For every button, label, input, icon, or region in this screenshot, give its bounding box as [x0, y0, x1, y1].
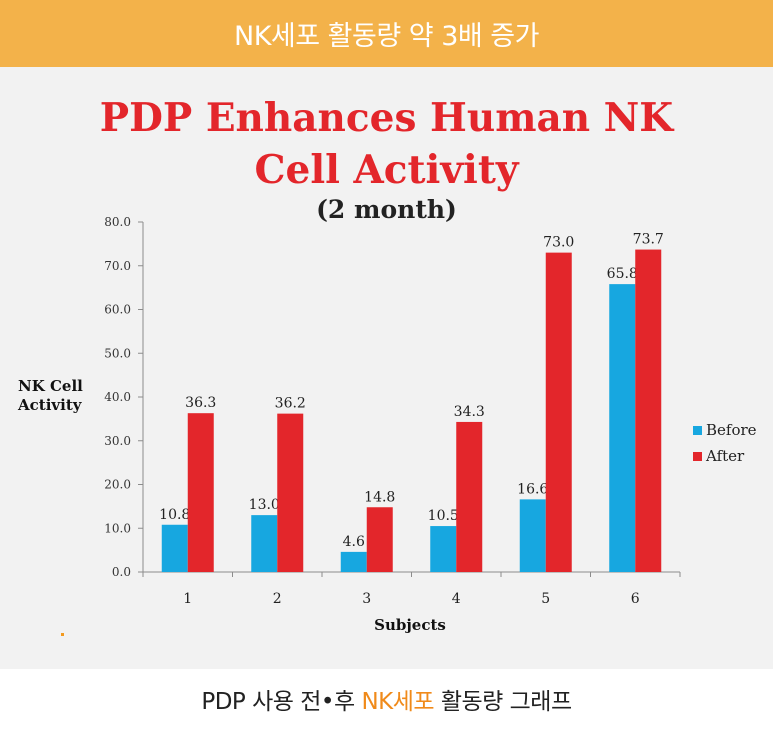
y-tick-label: 10.0 — [104, 521, 131, 535]
x-tick-label: 2 — [273, 591, 282, 607]
x-tick-label: 1 — [183, 591, 192, 607]
y-tick-label: 0.0 — [112, 565, 131, 579]
x-tick-label: 4 — [452, 591, 461, 607]
chart-title: PDP Enhances Human NK Cell Activity — [99, 95, 674, 193]
x-axis-label: Subjects — [374, 616, 446, 634]
caption-text-before: PDP 사용 전•후 — [201, 689, 362, 715]
y-tick-label: 80.0 — [104, 215, 131, 229]
chart-legend: Before After — [693, 417, 757, 469]
legend-label-after: After — [706, 447, 745, 465]
data-label-before: 4.6 — [343, 534, 365, 550]
data-label-before: 10.8 — [159, 507, 190, 523]
x-tick-label: 3 — [362, 591, 371, 607]
y-tick-label: 60.0 — [104, 303, 131, 317]
bar-before — [251, 515, 278, 572]
y-axis-label: NK Cell Activity — [18, 377, 83, 414]
caption-accent-text: NK세포 — [361, 689, 435, 715]
y-tick-label: 40.0 — [104, 390, 131, 404]
bar-after — [277, 413, 304, 572]
data-label-after: 14.8 — [364, 489, 395, 505]
bar-after — [366, 507, 393, 572]
y-tick-label: 50.0 — [104, 346, 131, 360]
legend-swatch-after — [693, 451, 702, 461]
data-label-after: 36.2 — [275, 396, 306, 412]
data-label-after: 73.0 — [543, 235, 574, 251]
bar-after — [635, 249, 662, 572]
header-banner: NK세포 활동량 약 3배 증가 — [0, 0, 773, 67]
decorative-dot — [61, 633, 64, 636]
banner-title: NK세포 활동량 약 3배 증가 — [234, 21, 539, 52]
data-label-after: 36.3 — [185, 395, 216, 411]
data-label-before: 65.8 — [607, 266, 638, 282]
y-tick-label: 20.0 — [104, 478, 131, 492]
caption-text-after: 활동량 그래프 — [434, 689, 572, 715]
legend-item-after: After — [693, 443, 757, 469]
y-tick-label: 30.0 — [104, 434, 131, 448]
y-tick-label: 70.0 — [104, 259, 131, 273]
bar-before — [430, 526, 457, 572]
data-label-after: 73.7 — [633, 232, 664, 248]
bar-before — [609, 284, 636, 572]
data-label-after: 34.3 — [454, 404, 485, 420]
bottom-caption: PDP 사용 전•후 NK세포 활동량 그래프 — [0, 682, 773, 716]
chart-subtitle: (2 month) — [316, 195, 457, 224]
data-label-before: 16.6 — [517, 481, 548, 497]
data-label-before: 10.5 — [428, 508, 459, 524]
bar-before — [340, 551, 367, 572]
x-tick-label: 6 — [631, 591, 640, 607]
bar-before — [519, 499, 546, 572]
bar-after — [545, 252, 572, 572]
legend-label-before: Before — [706, 421, 757, 439]
bar-after — [456, 421, 483, 572]
legend-swatch-before — [693, 425, 702, 435]
data-label-before: 13.0 — [249, 497, 280, 513]
bar-before — [161, 524, 188, 572]
bar-after — [187, 413, 214, 572]
x-tick-label: 5 — [541, 591, 550, 607]
legend-item-before: Before — [693, 417, 757, 443]
